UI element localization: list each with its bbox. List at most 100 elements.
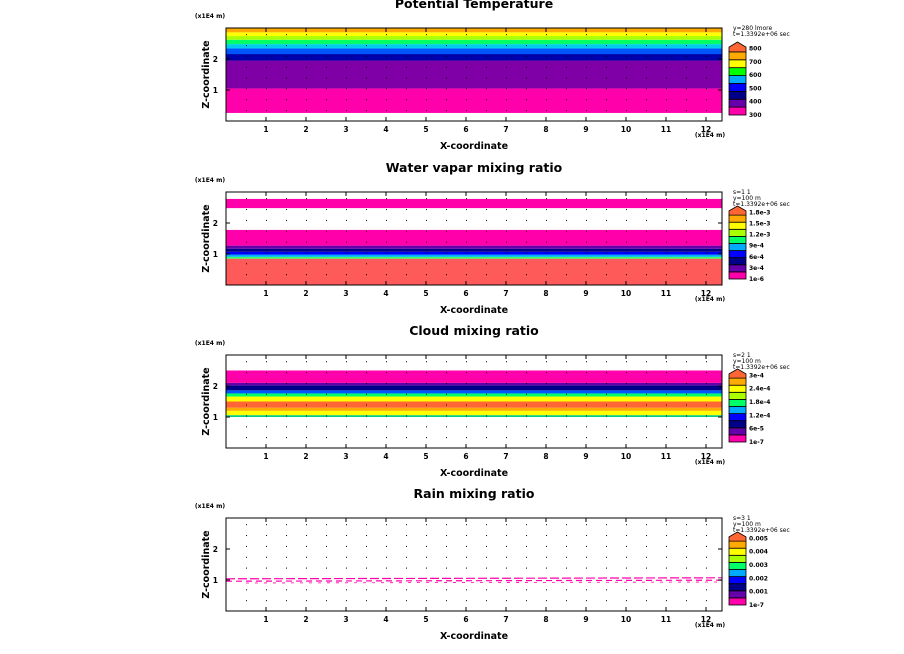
grid-dot xyxy=(546,535,547,537)
contour-band xyxy=(226,112,722,121)
grid-dot xyxy=(526,404,527,406)
grid-dot xyxy=(246,230,247,232)
grid-dot xyxy=(706,382,707,384)
grid-dot xyxy=(406,404,407,406)
grid-dot xyxy=(626,524,627,526)
grid-dot xyxy=(326,556,327,558)
grid-dot xyxy=(546,77,547,79)
grid-dot xyxy=(246,66,247,68)
grid-dot xyxy=(566,404,567,406)
grid-dot xyxy=(506,567,507,569)
colorbar-segment xyxy=(728,420,747,429)
grid-dot xyxy=(346,66,347,68)
grid-dot xyxy=(706,437,707,439)
grid-dot xyxy=(366,535,367,537)
grid-dot xyxy=(686,404,687,406)
grid-dot xyxy=(326,274,327,276)
grid-dot xyxy=(646,55,647,57)
contour-band xyxy=(226,44,722,49)
colorbar-segment xyxy=(728,384,747,393)
grid-dot xyxy=(286,404,287,406)
grid-dot xyxy=(526,426,527,428)
grid-dot xyxy=(646,382,647,384)
grid-dot xyxy=(626,382,627,384)
grid-dot xyxy=(366,110,367,112)
colorbar-segment xyxy=(728,576,747,585)
grid-dot xyxy=(546,404,547,406)
grid-dot xyxy=(686,88,687,90)
grid-dot xyxy=(346,45,347,47)
colorbar-segment xyxy=(728,554,747,563)
x-tick-label: 5 xyxy=(423,615,428,624)
x-tick-label: 8 xyxy=(543,125,548,134)
x-tick-label: 9 xyxy=(583,125,588,134)
contour-band xyxy=(226,32,722,37)
grid-dot xyxy=(366,404,367,406)
grid-dot xyxy=(666,600,667,602)
grid-dot xyxy=(546,66,547,68)
z-tick-label: 1 xyxy=(213,413,218,422)
plot-frame xyxy=(225,191,723,286)
grid-dot xyxy=(666,556,667,558)
grid-dot xyxy=(706,274,707,276)
grid-dot xyxy=(266,230,267,232)
grid-dot xyxy=(706,545,707,547)
x-axis-label: X-coordinate xyxy=(440,305,508,316)
grid-dot xyxy=(346,274,347,276)
grid-dot xyxy=(606,45,607,47)
grid-dot xyxy=(346,589,347,591)
grid-dot xyxy=(506,600,507,602)
grid-dot xyxy=(706,99,707,101)
grid-dot xyxy=(386,382,387,384)
grid-dot xyxy=(266,426,267,428)
grid-dot xyxy=(466,55,467,57)
grid-dot xyxy=(586,88,587,90)
grid-dot xyxy=(686,535,687,537)
grid-dot xyxy=(346,361,347,363)
grid-dot xyxy=(386,99,387,101)
grid-dot xyxy=(626,219,627,221)
grid-dot xyxy=(646,545,647,547)
grid-dot xyxy=(526,263,527,265)
grid-dot xyxy=(366,241,367,243)
grid-dot xyxy=(546,219,547,221)
grid-dot xyxy=(486,600,487,602)
contour-band xyxy=(226,401,722,408)
x-tick-label: 9 xyxy=(583,452,588,461)
grid-dot xyxy=(266,274,267,276)
grid-dot xyxy=(646,426,647,428)
grid-dot xyxy=(306,66,307,68)
grid-dot xyxy=(666,77,667,79)
grid-dot xyxy=(426,55,427,57)
x-tick-label: 3 xyxy=(343,452,348,461)
grid-dot xyxy=(706,426,707,428)
grid-dot xyxy=(386,372,387,374)
grid-dot xyxy=(386,230,387,232)
colorbar-label: 1.5e-3 xyxy=(749,220,770,227)
grid-dot xyxy=(606,372,607,374)
grid-dot xyxy=(366,274,367,276)
grid-dot xyxy=(406,415,407,417)
grid-dot xyxy=(466,426,467,428)
grid-dot xyxy=(666,209,667,211)
grid-dot xyxy=(586,361,587,363)
grid-dot xyxy=(706,404,707,406)
grid-dot xyxy=(586,382,587,384)
colorbar-label: 300 xyxy=(749,112,762,119)
grid-dot xyxy=(346,55,347,57)
grid-dot xyxy=(306,600,307,602)
grid-dot xyxy=(366,88,367,90)
grid-dot xyxy=(446,600,447,602)
grid-dot xyxy=(666,589,667,591)
grid-dot xyxy=(246,567,247,569)
grid-dot xyxy=(506,45,507,47)
grid-dot xyxy=(606,55,607,57)
x-tick-label: 6 xyxy=(463,452,468,461)
grid-dot xyxy=(366,263,367,265)
grid-dot xyxy=(266,241,267,243)
grid-dot xyxy=(506,263,507,265)
grid-dot xyxy=(566,545,567,547)
grid-dot xyxy=(666,55,667,57)
info-text: y=100 m xyxy=(733,521,761,528)
z-tick-label: 2 xyxy=(213,55,218,64)
